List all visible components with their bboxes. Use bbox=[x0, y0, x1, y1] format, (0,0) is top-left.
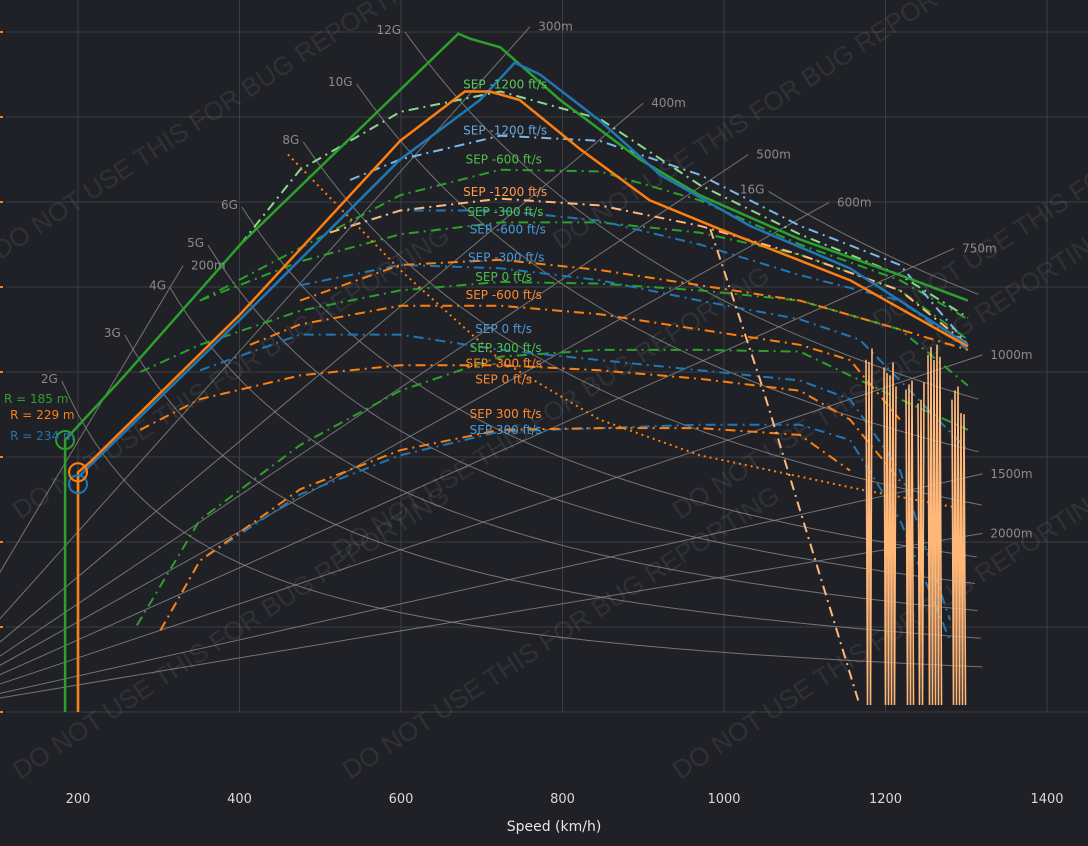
turn-radius-label: 500m bbox=[756, 148, 791, 162]
sep-label: SEP 0 ft/s bbox=[475, 372, 532, 386]
post-stall-noise bbox=[883, 362, 897, 706]
sep-curve bbox=[349, 209, 969, 351]
g-load-line bbox=[169, 287, 978, 612]
sep-curve bbox=[349, 134, 969, 346]
sep-label: SEP -1200 ft/s bbox=[463, 124, 547, 138]
g-load-label: 10G bbox=[328, 75, 353, 89]
turn-radius-label: 300m bbox=[538, 20, 573, 34]
turn-radius-label: 600m bbox=[837, 195, 872, 209]
sep-curve bbox=[299, 263, 969, 451]
g-load-label: 5G bbox=[187, 236, 204, 250]
series bbox=[63, 32, 969, 712]
min-radius-annotation: R = 185 m bbox=[4, 392, 68, 406]
sep-label: SEP 300 ft/s bbox=[470, 407, 542, 421]
turn-radius-label: 750m bbox=[962, 241, 997, 255]
sep-label: SEP -1200 ft/s bbox=[463, 185, 547, 199]
turn-radius-label: 200m bbox=[191, 259, 226, 273]
markers bbox=[55, 430, 88, 495]
sep-curve bbox=[199, 333, 952, 621]
min-radius-marker bbox=[55, 430, 76, 450]
turn-radius-label: 2000m bbox=[990, 526, 1032, 540]
sep-curve bbox=[136, 348, 969, 626]
sep-label: SEP -300 ft/s bbox=[468, 251, 544, 265]
turn-radius-label: 1000m bbox=[990, 348, 1032, 362]
turn-radius-line bbox=[0, 247, 955, 676]
g-load-label: 16G bbox=[740, 182, 765, 196]
sep-label: SEP -300 ft/s bbox=[467, 205, 543, 219]
turn-radius-line bbox=[0, 154, 749, 657]
turn-radius-line bbox=[0, 265, 184, 574]
sep-curve bbox=[159, 427, 851, 631]
x-tick-label: 400 bbox=[227, 792, 252, 807]
sep-curve bbox=[139, 364, 901, 482]
g-load-label: 6G bbox=[221, 198, 238, 212]
post-stall-noise bbox=[951, 386, 967, 706]
g-load-label: 2G bbox=[41, 372, 58, 386]
g-load-line bbox=[124, 334, 981, 639]
sep-curve bbox=[199, 168, 969, 321]
min-radius-annotation: R = 234 m bbox=[10, 429, 74, 443]
post-stall-noise bbox=[865, 348, 873, 706]
turn-radius-line bbox=[0, 202, 830, 666]
green-envelope bbox=[63, 32, 969, 712]
sep-curve bbox=[249, 304, 901, 421]
x-tick-label: 200 bbox=[66, 792, 91, 807]
orange-envelope bbox=[76, 90, 969, 712]
post-stall-noise bbox=[917, 382, 925, 706]
sep-label: SEP 0 ft/s bbox=[475, 322, 532, 336]
x-tick-label: 600 bbox=[389, 792, 414, 807]
g-load-line bbox=[768, 190, 979, 295]
x-axis: 200 400 600 800 1000 1200 1400 bbox=[66, 792, 1064, 807]
sep-label: SEP -300 ft/s bbox=[466, 357, 542, 371]
g-load-line bbox=[61, 380, 983, 668]
sep-label: SEP -1200 ft/s bbox=[463, 78, 547, 92]
x-tick-label: 1000 bbox=[707, 792, 740, 807]
g-load-label: 12G bbox=[376, 23, 401, 37]
g-load-line bbox=[241, 206, 977, 558]
sep-curve bbox=[299, 258, 969, 351]
min-radius-marker bbox=[68, 474, 88, 495]
sep-curve bbox=[139, 280, 969, 387]
turn-radius-line bbox=[0, 473, 983, 694]
g-load-label: 3G bbox=[104, 326, 121, 340]
x-axis-title: Speed (km/h) bbox=[507, 819, 602, 835]
g-load-line bbox=[207, 244, 976, 584]
sep-label: SEP -600 ft/s bbox=[470, 222, 546, 236]
series-labels: SEP -1200 ft/s SEP -600 ft/s SEP -300 ft/s… bbox=[4, 78, 547, 443]
sep-label: SEP -600 ft/s bbox=[466, 153, 542, 167]
turn-radius-line bbox=[0, 532, 983, 699]
x-tick-label: 800 bbox=[550, 792, 575, 807]
reference-lines bbox=[0, 26, 983, 699]
sep-curve bbox=[329, 197, 969, 346]
min-radius-annotation: R = 229 m bbox=[10, 408, 74, 422]
sep-label: SEP 300 ft/s bbox=[470, 341, 542, 355]
turn-radius-label: 1500m bbox=[990, 467, 1032, 481]
x-tick-label: 1400 bbox=[1030, 792, 1063, 807]
turn-radius-label: 400m bbox=[651, 96, 686, 110]
min-radius-marker bbox=[68, 462, 88, 483]
steep-dashdot-curve bbox=[709, 228, 861, 706]
sep-label: SEP 300 ft/s bbox=[470, 423, 542, 437]
blue-envelope bbox=[76, 61, 969, 712]
x-tick-label: 1200 bbox=[869, 792, 902, 807]
g-load-label: 8G bbox=[282, 133, 299, 147]
reference-labels: 2G 3G 4G 5G 6G 8G 10G 12G 16G 200m 300m 400m 500m 600… bbox=[41, 20, 1033, 541]
sep-label: SEP -600 ft/s bbox=[466, 288, 542, 302]
turn-radius-line bbox=[0, 354, 983, 685]
post-stall-noise bbox=[927, 344, 943, 706]
g-load-label: 4G bbox=[149, 279, 166, 293]
turn-radius-line bbox=[0, 102, 644, 643]
sep-curve bbox=[239, 90, 969, 319]
turn-radius-line bbox=[0, 26, 531, 620]
post-stall-noise bbox=[905, 380, 915, 706]
sep-label: SEP 0 ft/s bbox=[475, 270, 532, 284]
